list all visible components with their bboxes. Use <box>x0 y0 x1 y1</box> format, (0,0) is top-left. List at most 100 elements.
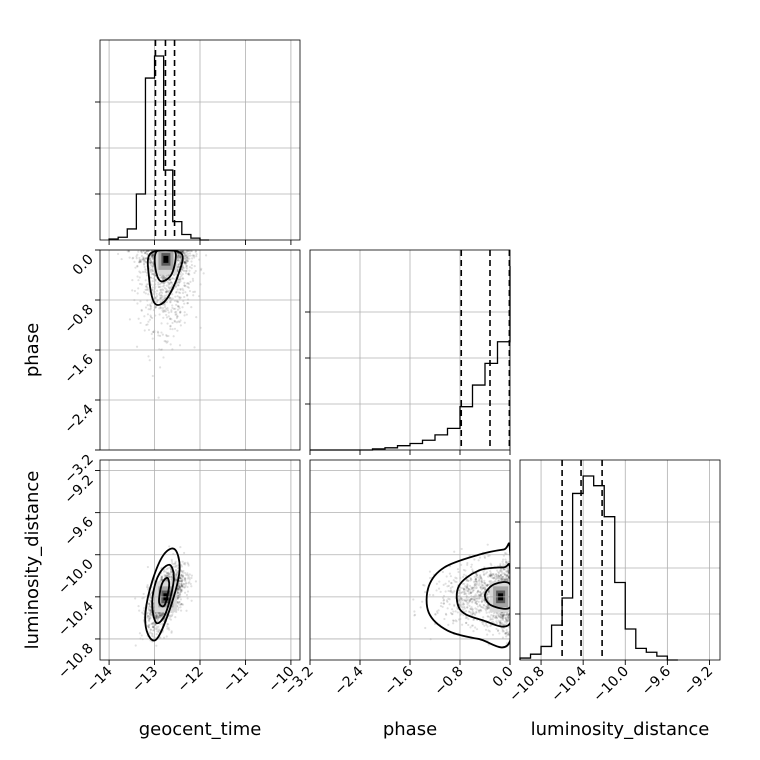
scatter-point <box>184 261 187 264</box>
scatter-point <box>504 632 507 635</box>
scatter-point <box>134 597 137 600</box>
scatter-point <box>180 589 184 592</box>
scatter-point <box>500 623 503 626</box>
scatter-point <box>480 588 483 591</box>
scatter-point <box>149 314 152 317</box>
scatter-point <box>147 602 150 605</box>
scatter-point <box>472 588 475 592</box>
scatter-point <box>438 580 441 583</box>
scatter-point <box>168 296 171 299</box>
scatter-point <box>169 317 172 320</box>
scatter-point <box>463 588 466 592</box>
scatter-point <box>162 289 165 292</box>
scatter-point <box>489 570 492 573</box>
scatter-point <box>162 619 165 622</box>
scatter-point <box>447 597 450 600</box>
scatter-point <box>494 616 497 619</box>
scatter-point <box>497 615 500 618</box>
scatter-point <box>491 620 495 624</box>
scatter-point <box>195 254 198 258</box>
scatter-point <box>475 572 478 575</box>
scatter-point <box>507 616 510 619</box>
scatter-point <box>184 254 188 257</box>
scatter-point <box>178 265 181 268</box>
scatter-point <box>181 578 184 582</box>
scatter-point <box>185 593 189 597</box>
scatter-point <box>495 614 498 617</box>
scatter-point <box>173 565 176 568</box>
scatter-point <box>442 602 446 605</box>
scatter-point <box>181 584 185 588</box>
scatter-point <box>188 573 191 576</box>
scatter-point <box>462 588 465 591</box>
scatter-point <box>502 614 506 617</box>
scatter-point <box>146 615 149 618</box>
scatter-point <box>176 308 180 311</box>
scatter-point <box>465 599 468 602</box>
scatter-point <box>179 250 182 252</box>
scatter-point <box>463 605 466 609</box>
scatter-point <box>463 590 466 594</box>
scatter-point <box>174 569 177 572</box>
scatter-point <box>506 578 509 581</box>
scatter-point <box>181 575 185 578</box>
scatter-point <box>496 569 499 572</box>
scatter-point <box>178 281 181 284</box>
scatter-point <box>465 592 468 595</box>
scatter-point <box>507 576 510 580</box>
scatter-point <box>482 573 486 576</box>
scatter-point <box>157 616 160 619</box>
scatter-point <box>180 268 183 271</box>
scatter-point <box>480 578 483 581</box>
scatter-point <box>497 619 500 622</box>
scatter-point <box>143 265 146 269</box>
scatter-point <box>154 623 157 626</box>
scatter-point <box>477 594 480 597</box>
scatter-point <box>177 593 180 596</box>
scatter-point <box>155 614 158 617</box>
scatter-point <box>499 574 503 577</box>
scatter-point <box>163 340 166 343</box>
scatter-point <box>476 590 479 593</box>
scatter-point <box>142 250 145 253</box>
scatter-point <box>505 574 509 577</box>
scatter-point <box>155 616 158 619</box>
scatter-point <box>486 583 489 586</box>
scatter-point <box>470 588 474 591</box>
scatter-point <box>485 571 489 574</box>
scatter-point <box>504 576 507 579</box>
scatter-point <box>482 604 486 607</box>
scatter-point <box>170 558 173 561</box>
scatter-point <box>167 286 171 290</box>
scatter-point <box>151 625 154 629</box>
scatter-point <box>171 293 174 296</box>
scatter-point <box>140 251 144 254</box>
scatter-point <box>505 613 508 616</box>
scatter-point <box>507 575 510 578</box>
scatter-point <box>161 333 164 336</box>
scatter-point <box>476 573 479 577</box>
scatter-point <box>485 605 489 608</box>
scatter-point <box>165 578 169 582</box>
scatter-point <box>504 558 507 561</box>
scatter-point <box>163 276 166 279</box>
scatter-point <box>506 619 510 623</box>
scatter-point <box>469 577 472 581</box>
scatter-point <box>506 573 509 576</box>
scatter-point <box>474 577 477 581</box>
scatter-point <box>477 600 480 603</box>
scatter-point <box>179 311 182 314</box>
scatter-point <box>487 607 490 610</box>
scatter-point <box>177 594 180 597</box>
scatter-point <box>157 616 160 619</box>
scatter-point <box>182 277 185 280</box>
scatter-point <box>141 597 144 600</box>
scatter-point <box>141 611 144 614</box>
scatter-point <box>485 593 489 596</box>
scatter-point <box>174 285 178 288</box>
scatter-point <box>500 577 504 580</box>
scatter-point <box>146 614 150 617</box>
scatter-point <box>145 288 148 291</box>
scatter-point <box>190 264 194 267</box>
x-tick-label-geocent_time-2: −12 <box>175 664 207 696</box>
